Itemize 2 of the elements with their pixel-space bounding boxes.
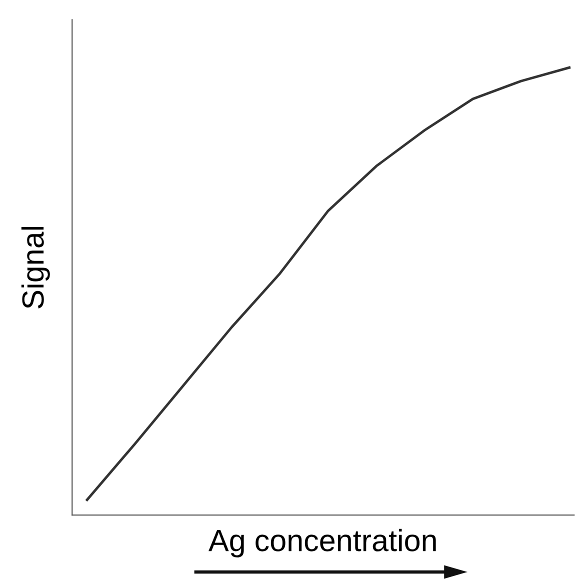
y-axis-title: Signal xyxy=(21,226,50,308)
x-axis-title: Ag concentration xyxy=(208,528,436,558)
